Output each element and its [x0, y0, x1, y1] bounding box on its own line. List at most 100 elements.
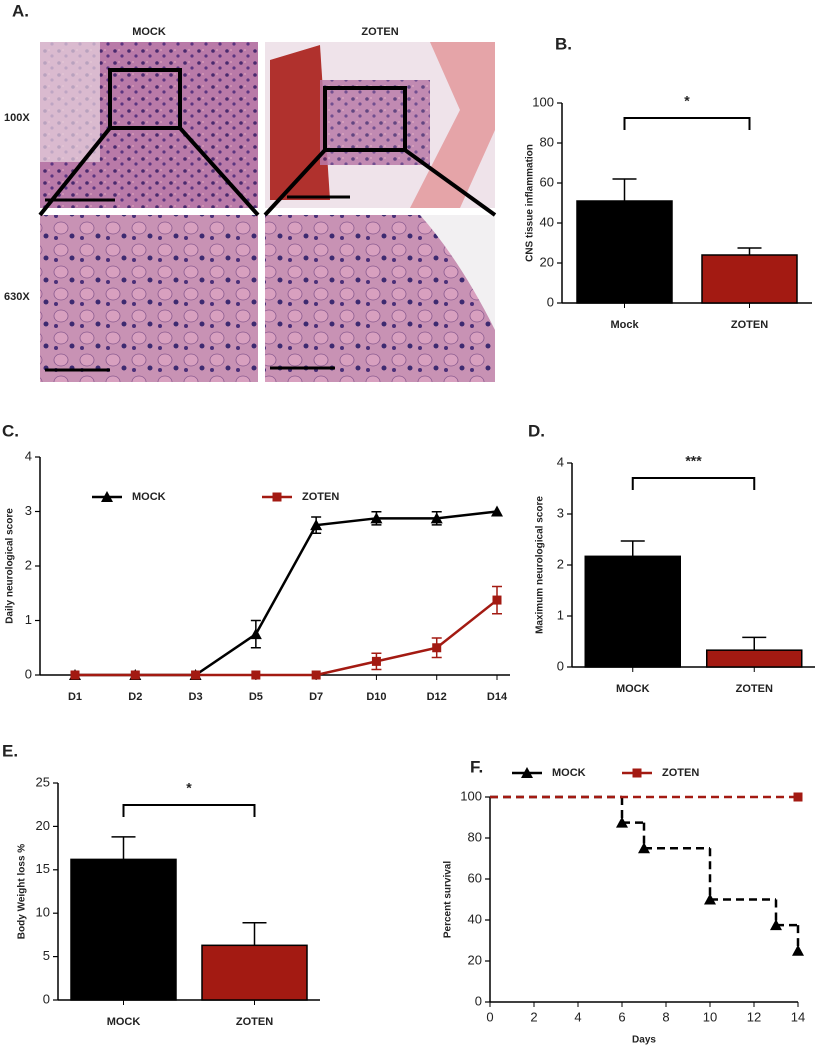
chart-panel: C. Daily neurological score 0 1 2 3 4 D1 D2 D3 D5 D… [2, 421, 510, 703]
y-axis-label: Body Weight loss % [17, 844, 28, 939]
y-tick-label: 100 [532, 94, 554, 109]
legend-marker [632, 768, 642, 778]
bar [201, 944, 308, 1001]
x-tick-label: MOCK [107, 1016, 141, 1028]
y-tick-label: 1 [25, 612, 32, 627]
y-tick-label: 20 [36, 818, 50, 833]
zoom-box [38, 68, 497, 217]
significance-bracket [623, 117, 751, 130]
y-tick-label: 10 [36, 905, 50, 920]
chart-panel: F. Percent survival 0 20 40 60 80 100 0 2 4 6 8 10 12 1… [443, 757, 806, 1045]
legend-label: MOCK [132, 491, 166, 503]
series-line [75, 599, 498, 677]
significance-bracket [631, 477, 756, 490]
marker [704, 893, 716, 905]
y-tick-label: 40 [468, 911, 482, 926]
y-tick-label: 4 [557, 454, 564, 469]
x-tick-label: D14 [487, 691, 508, 703]
chart-panel: D. Maximum neurological score 0 1 2 3 4 MOCK ZOT… [528, 421, 815, 695]
y-tick-label: 20 [468, 952, 482, 967]
y-tick-label: 3 [557, 505, 564, 520]
y-tick-label: 20 [540, 254, 554, 269]
panel-a: A. MOCK ZOTEN 100X 630X [4, 1, 497, 382]
x-tick-label: 4 [574, 1009, 581, 1024]
y-tick-label: 40 [540, 214, 554, 229]
marker [251, 670, 261, 680]
legend-marker [272, 492, 282, 502]
legend-label: ZOTEN [662, 767, 699, 779]
micrograph [40, 215, 258, 382]
y-axis-label: Maximum neurological score [535, 496, 546, 634]
panel-letter: E. [2, 741, 18, 760]
x-tick-label: D7 [309, 691, 323, 703]
x-axis-label: Days [632, 1035, 656, 1046]
significance-label: * [684, 93, 690, 109]
marker [311, 670, 321, 680]
x-tick-label: D12 [427, 691, 447, 703]
y-tick-label: 60 [468, 870, 482, 885]
chart-panel: B. CNS tissue inflammation 0 20 40 60 80 100 Moc… [525, 34, 812, 331]
y-tick-label: 25 [36, 774, 50, 789]
x-tick-label: D10 [366, 691, 386, 703]
y-tick-label: 4 [25, 448, 32, 463]
x-tick-label: 10 [703, 1009, 717, 1024]
significance-label: * [186, 780, 192, 796]
marker [491, 505, 503, 517]
marker [770, 919, 782, 931]
error-bar [742, 636, 767, 651]
y-tick-label: 80 [468, 829, 482, 844]
x-tick-label: D5 [249, 691, 263, 703]
x-tick-label: 0 [486, 1009, 493, 1024]
y-tick-label: 15 [36, 861, 50, 876]
error-bar [737, 247, 762, 255]
error-bar [111, 836, 136, 860]
bar [701, 254, 798, 304]
column-label: MOCK [132, 26, 166, 38]
y-tick-label: 0 [475, 993, 482, 1008]
legend-marker [521, 767, 533, 778]
panel-letter: F. [470, 757, 483, 776]
x-tick-label: D3 [189, 691, 203, 703]
scale-bar [45, 195, 350, 372]
legend-label: MOCK [552, 767, 586, 779]
marker [70, 670, 80, 680]
y-tick-label: 2 [25, 557, 32, 572]
marker [430, 512, 443, 524]
x-tick-label: 6 [618, 1009, 625, 1024]
marker [638, 842, 650, 854]
x-tick-label: Mock [610, 319, 639, 331]
x-tick-label: ZOTEN [736, 683, 773, 695]
row-label: 630X [4, 291, 30, 303]
y-tick-label: 0 [557, 658, 564, 673]
y-tick-label: 3 [25, 503, 32, 518]
error-bar [242, 921, 267, 946]
bar [584, 555, 681, 668]
y-tick-label: 0 [25, 666, 32, 681]
x-tick-label: 2 [530, 1009, 537, 1024]
marker [130, 670, 140, 680]
y-axis-label: Daily neurological score [5, 508, 16, 624]
marker [191, 670, 201, 680]
row-label: 100X [4, 112, 30, 124]
tissue-region [320, 80, 430, 165]
bar [576, 200, 673, 304]
marker [616, 816, 628, 828]
x-tick-label: MOCK [616, 683, 650, 695]
error-bar [620, 540, 645, 557]
y-tick-label: 0 [547, 294, 554, 309]
column-label: ZOTEN [361, 26, 398, 38]
panel-letter: D. [528, 421, 545, 440]
marker [793, 792, 803, 802]
y-tick-label: 5 [43, 948, 50, 963]
x-tick-label: ZOTEN [731, 319, 768, 331]
x-tick-label: ZOTEN [236, 1016, 273, 1028]
y-tick-label: 80 [540, 134, 554, 149]
marker [492, 595, 502, 605]
tissue-region [40, 42, 100, 162]
legend-marker [101, 491, 113, 502]
significance-bracket [122, 804, 256, 817]
marker [370, 512, 383, 524]
bar [70, 858, 177, 1001]
error-bar [612, 178, 637, 201]
